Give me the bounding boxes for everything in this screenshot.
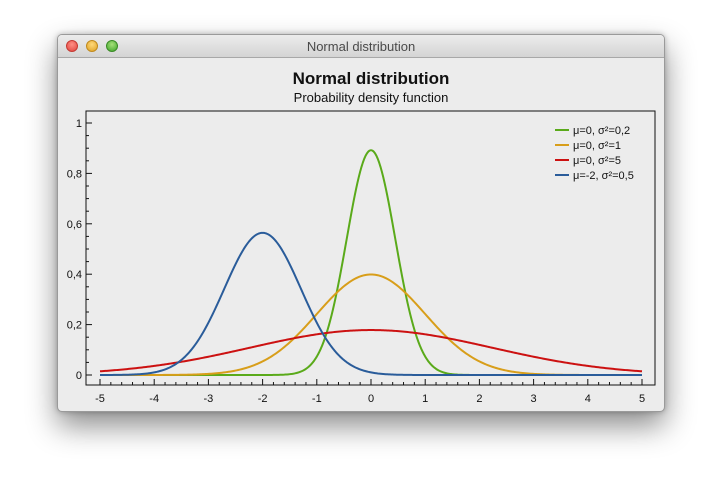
y-tick-label: 0,6 — [67, 219, 82, 231]
title-bar[interactable]: Normal distribution — [58, 35, 664, 58]
legend-label: μ=-2, σ²=0,5 — [573, 170, 634, 182]
x-tick-label: 0 — [368, 393, 374, 405]
close-window-button[interactable] — [66, 40, 78, 52]
legend-label: μ=0, σ²=1 — [573, 140, 621, 152]
y-tick-label: 1 — [76, 118, 82, 130]
y-tick-label: 0,4 — [67, 269, 82, 281]
axes: -5 -4 -3 -2 -1 0 1 2 3 4 5 0 0,2 0,4 0,6 0,8 1 — [67, 118, 645, 405]
x-tick-label: -1 — [312, 393, 322, 405]
legend-label: μ=0, σ²=5 — [573, 155, 621, 167]
x-tick-label: 3 — [531, 393, 537, 405]
series-line-3 — [100, 231, 642, 376]
zoom-window-button[interactable] — [106, 40, 118, 52]
x-tick-label: -5 — [95, 393, 105, 405]
chart-title: Normal distribution — [293, 69, 450, 88]
x-tick-label: -4 — [149, 393, 159, 405]
chart-subtitle: Probability density function — [294, 90, 449, 105]
legend-label: μ=0, σ²=0,2 — [573, 125, 630, 137]
x-tick-label: 4 — [585, 393, 591, 405]
x-tick-label: -3 — [204, 393, 214, 405]
plot-area — [85, 110, 656, 386]
series-line-2 — [99, 329, 643, 373]
series-lines — [99, 149, 643, 376]
x-tick-label: 1 — [422, 393, 428, 405]
y-tick-label: 0,8 — [67, 168, 82, 180]
chart: Normal distribution Probability density … — [67, 69, 656, 405]
legend: μ=0, σ²=0,2 μ=0, σ²=1 μ=0, σ²=5 μ=-2, σ²=0,… — [555, 125, 634, 182]
x-tick-label: 5 — [639, 393, 645, 405]
x-tick-label: -2 — [258, 393, 268, 405]
minimize-window-button[interactable] — [86, 40, 98, 52]
x-tick-label: 2 — [476, 393, 482, 405]
y-tick-label: 0 — [76, 370, 82, 382]
app-window: Normal distribution Normal distribution … — [57, 34, 665, 412]
y-tick-label: 0,2 — [67, 320, 82, 332]
window-title: Normal distribution — [306, 39, 416, 54]
